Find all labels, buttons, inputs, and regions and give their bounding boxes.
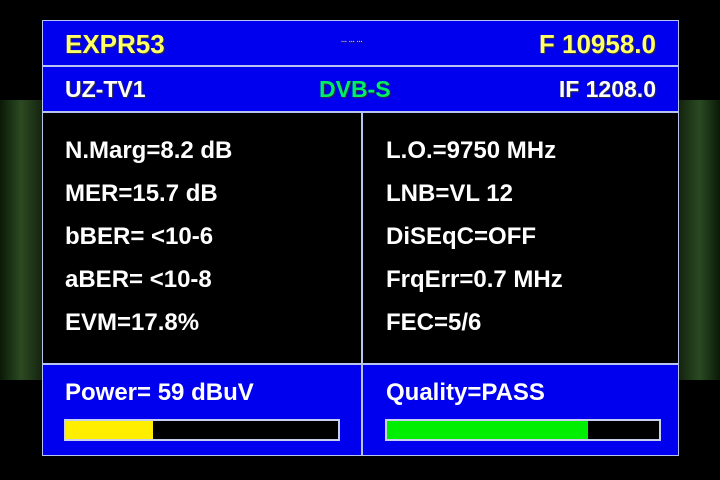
mer: MER=15.7 dB xyxy=(65,180,218,207)
evm: EVM=17.8% xyxy=(65,309,200,336)
measurements: N.Marg=8.2 dB MER=15.7 dB bBER= <10-6 aB… xyxy=(43,113,678,363)
divider xyxy=(361,113,363,455)
power-bar-fill xyxy=(66,421,154,439)
lo: L.O.=9750 MHz xyxy=(386,137,557,164)
dots: ... ... ... xyxy=(341,37,363,44)
header-row-2: UZ-TV1 DVB-S IF 1208.0 xyxy=(43,67,678,113)
quality-bar-fill xyxy=(387,421,589,439)
frq-err: FrqErr=0.7 MHz xyxy=(386,266,563,293)
power-label: Power= 59 dBuV xyxy=(65,379,254,406)
quality-label: Quality=PASS xyxy=(386,379,545,406)
lnb: LNB=VL 12 xyxy=(386,180,513,207)
bber: bBER= <10-6 xyxy=(65,223,214,250)
quality-bar xyxy=(385,419,661,441)
frequency: F 10958.0 xyxy=(538,29,656,59)
background-left xyxy=(0,100,42,380)
n-marg: N.Marg=8.2 dB xyxy=(65,137,233,164)
diseqc: DiSEqC=OFF xyxy=(386,223,537,250)
header-row-1: EXPR53 ... ... ... F 10958.0 xyxy=(43,21,678,67)
level-section: Power= 59 dBuV Quality=PASS xyxy=(43,363,678,455)
fec: FEC=5/6 xyxy=(386,309,482,336)
power-bar xyxy=(64,419,340,441)
if-frequency: IF 1208.0 xyxy=(558,76,656,102)
satellite-name: EXPR53 xyxy=(65,29,165,59)
aber: aBER= <10-8 xyxy=(65,266,212,293)
standard: DVB-S xyxy=(319,76,391,102)
background-right xyxy=(679,100,720,380)
channel-name: UZ-TV1 xyxy=(65,76,146,102)
signal-meter-panel: EXPR53 ... ... ... F 10958.0 UZ-TV1 DVB-… xyxy=(42,20,679,456)
